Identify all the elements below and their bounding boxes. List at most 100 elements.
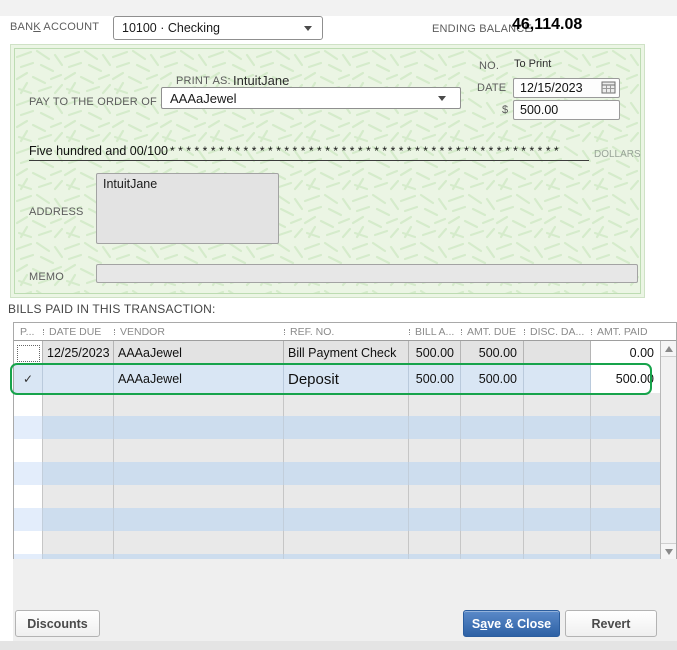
print-as-value: IntuitJane — [233, 73, 290, 88]
empty-cell — [114, 554, 284, 559]
cell-bill-amt[interactable]: 500.00 — [409, 365, 461, 393]
bottom-divider-strip — [0, 641, 677, 650]
empty-cell — [524, 554, 591, 559]
vertical-scrollbar[interactable] — [660, 341, 676, 559]
empty-cell — [409, 531, 461, 554]
amount-in-words: Five hundred and 00/100 — [29, 144, 168, 158]
empty-cell — [591, 554, 660, 559]
check-no-value: To Print — [514, 58, 552, 70]
empty-cell — [114, 393, 284, 416]
discounts-button[interactable]: Discounts — [15, 610, 100, 637]
bank-account-label-post: ACCOUNT — [40, 21, 100, 33]
empty-cell — [461, 439, 524, 462]
empty-cell — [524, 485, 591, 508]
cell-date-due[interactable] — [43, 365, 114, 393]
col-header-ref-no: REF. NO. — [284, 326, 409, 338]
empty-cell — [461, 531, 524, 554]
dollars-label: DOLLARS — [594, 149, 641, 160]
check-no-label: NO. — [479, 60, 500, 72]
empty-cell — [43, 485, 114, 508]
empty-bill-row[interactable] — [14, 462, 660, 485]
empty-cell — [524, 531, 591, 554]
date-field[interactable]: 12/15/2023 — [513, 78, 620, 98]
cell-date-due[interactable]: 12/25/2023 — [43, 341, 114, 365]
empty-cell — [591, 508, 660, 531]
dropdown-arrow-icon — [438, 96, 446, 101]
checkbox-unchecked[interactable] — [17, 344, 40, 362]
empty-cell — [284, 393, 409, 416]
cell-amt-due[interactable]: 500.00 — [461, 341, 524, 365]
save-label-post: ve & Close — [487, 616, 552, 631]
empty-bill-row[interactable] — [14, 439, 660, 462]
empty-bill-row[interactable] — [14, 554, 660, 559]
empty-cell — [114, 508, 284, 531]
col-header-amt-paid: AMT. PAID — [591, 326, 660, 338]
bank-account-label-pre: BAN — [10, 21, 34, 33]
bank-account-label: BANK ACCOUNT — [10, 21, 99, 33]
empty-cell — [524, 416, 591, 439]
cell-vendor[interactable]: AAAaJewel — [114, 341, 284, 365]
empty-bill-row[interactable] — [14, 485, 660, 508]
scroll-up-icon — [664, 345, 673, 352]
scroll-down-button[interactable] — [661, 543, 676, 559]
empty-cell — [284, 508, 409, 531]
cell-amt-paid[interactable]: 500.00 — [591, 365, 660, 393]
empty-cell — [461, 393, 524, 416]
cell-amt-due[interactable]: 500.00 — [461, 365, 524, 393]
col-header-disc-date: DISC. DA... — [524, 326, 591, 338]
cell-ref-no[interactable]: Deposit — [284, 365, 409, 393]
empty-cell — [114, 531, 284, 554]
amount-field[interactable]: 500.00 — [513, 100, 620, 120]
bill-checkbox-cell[interactable] — [14, 341, 43, 365]
empty-bill-row[interactable] — [14, 416, 660, 439]
cell-disc-date[interactable] — [524, 341, 591, 365]
empty-cell — [461, 462, 524, 485]
cell-amt-paid[interactable]: 0.00 — [591, 341, 660, 365]
amount-in-words-line: Five hundred and 00/100 ****************… — [29, 144, 589, 161]
empty-cell — [43, 554, 114, 559]
bill-row-1[interactable]: 12/25/2023 AAAaJewel Bill Payment Check … — [14, 341, 660, 365]
memo-label: MEMO — [29, 271, 65, 283]
memo-field[interactable] — [96, 264, 638, 283]
cell-vendor[interactable]: AAAaJewel — [114, 365, 284, 393]
empty-cell — [409, 485, 461, 508]
empty-cell — [14, 485, 43, 508]
date-value: 12/15/2023 — [520, 81, 583, 95]
empty-bill-row[interactable] — [14, 531, 660, 554]
empty-cell — [591, 485, 660, 508]
cell-disc-date[interactable] — [524, 365, 591, 393]
address-label: ADDRESS — [29, 206, 84, 218]
empty-cell — [524, 508, 591, 531]
empty-cell — [591, 531, 660, 554]
revert-button[interactable]: Revert — [565, 610, 657, 637]
cell-ref-no[interactable]: Bill Payment Check — [284, 341, 409, 365]
col-header-vendor: VENDOR — [114, 326, 284, 338]
empty-bill-row[interactable] — [14, 393, 660, 416]
amount-value: 500.00 — [520, 103, 559, 117]
empty-cell — [14, 508, 43, 531]
empty-cell — [461, 554, 524, 559]
address-box[interactable]: IntuitJane — [96, 173, 279, 244]
scroll-up-button[interactable] — [661, 341, 676, 357]
empty-cell — [409, 393, 461, 416]
bank-account-value: 10100 · Checking — [122, 21, 220, 35]
empty-cell — [114, 416, 284, 439]
bank-account-dropdown[interactable]: 10100 · Checking — [113, 16, 323, 40]
bill-checkbox-cell-checked[interactable]: ✓ — [14, 365, 43, 393]
pay-to-order-label: PAY TO THE ORDER OF — [29, 96, 157, 108]
empty-cell — [14, 439, 43, 462]
check-date-label: DATE — [477, 82, 507, 94]
empty-bill-row[interactable] — [14, 508, 660, 531]
empty-cell — [14, 462, 43, 485]
calendar-icon[interactable] — [601, 80, 616, 97]
empty-cell — [409, 554, 461, 559]
payee-dropdown[interactable]: AAAaJewel — [161, 87, 461, 109]
bill-row-2-selected[interactable]: ✓ AAAaJewel Deposit 500.00 500.00 500.00 — [10, 363, 660, 395]
col-header-amt-due: AMT. DUE — [461, 326, 524, 338]
ending-balance-value: 46,114.08 — [512, 16, 583, 33]
cell-bill-amt[interactable]: 500.00 — [409, 341, 461, 365]
empty-cell — [114, 439, 284, 462]
empty-cell — [409, 439, 461, 462]
scroll-down-icon — [664, 548, 673, 555]
